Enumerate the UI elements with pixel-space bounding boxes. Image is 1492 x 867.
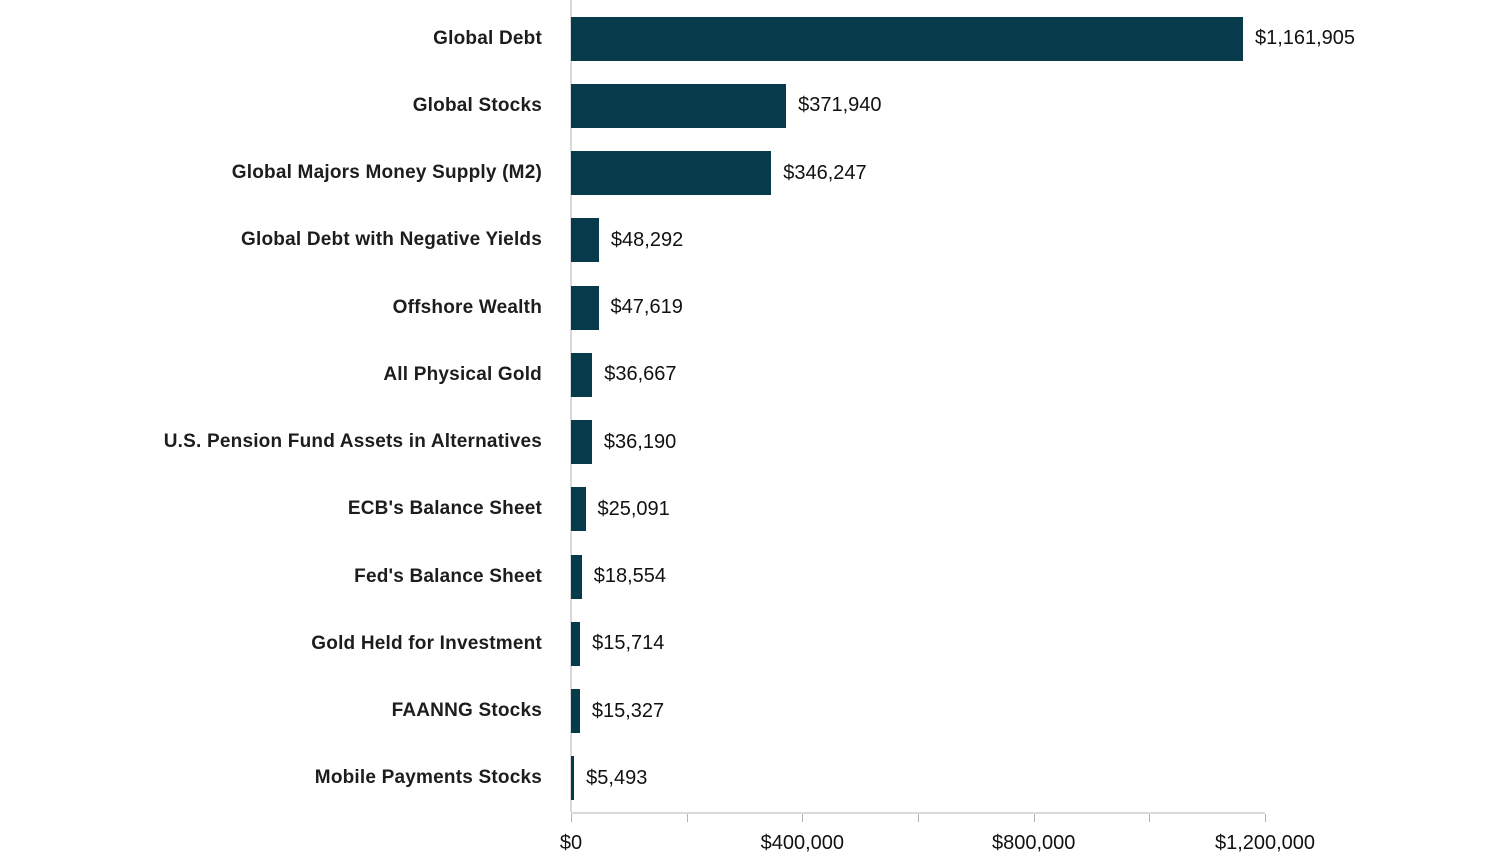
chart-row: U.S. Pension Fund Assets in Alternatives… — [0, 409, 1492, 476]
category-label: U.S. Pension Fund Assets in Alternatives — [163, 431, 542, 453]
y-axis-line — [570, 0, 572, 812]
category-label: All Physical Gold — [383, 363, 542, 385]
x-axis-tick — [686, 814, 688, 822]
chart-row: Fed's Balance Sheet $18,554 — [0, 543, 1492, 610]
bar — [571, 689, 580, 734]
x-axis-tick-label: $0 — [559, 832, 583, 854]
bar — [571, 420, 592, 465]
bar-area: $5,493 — [571, 745, 1492, 812]
bar-value-label: $36,190 — [603, 430, 677, 453]
bar-value-label: $5,493 — [586, 766, 648, 789]
bar-area: $25,091 — [571, 476, 1492, 543]
chart-row: Global Debt $1,161,905 — [0, 5, 1492, 72]
category-label: Global Debt — [433, 27, 542, 49]
bar-value-label: $15,327 — [591, 699, 665, 722]
bar-area: $47,619 — [571, 274, 1492, 341]
bar-value-label: $371,940 — [798, 94, 882, 117]
chart-row: Mobile Payments Stocks $5,493 — [0, 745, 1492, 812]
bar-value-label: $48,292 — [610, 228, 684, 251]
chart-row: Offshore Wealth $47,619 — [0, 274, 1492, 341]
chart-row: Global Stocks $371,940 — [0, 72, 1492, 139]
bar-value-label: $47,619 — [610, 296, 683, 319]
bar-area: $371,940 — [571, 72, 1492, 139]
x-axis-tick — [918, 814, 919, 822]
category-label: FAANNG Stocks — [391, 700, 542, 722]
bar — [571, 756, 575, 801]
category-label: Fed's Balance Sheet — [354, 565, 542, 587]
bar — [571, 151, 772, 196]
category-label: Gold Held for Investment — [311, 632, 542, 654]
bar-value-label: $1,161,905 — [1254, 27, 1356, 50]
x-axis-tick — [802, 814, 804, 822]
bar-area: $48,292 — [571, 207, 1492, 274]
x-axis-tick-label: $800,000 — [991, 832, 1076, 854]
bar-value-label: $36,667 — [604, 363, 677, 386]
chart-row: Gold Held for Investment $15,714 — [0, 610, 1492, 677]
bar-value-label: $15,714 — [592, 632, 665, 655]
x-axis: $0 $400,000 $800,000 $1,200,000 — [560, 812, 1315, 867]
chart-rows: Global Debt $1,161,905 Global Stocks $371,9… — [0, 5, 1492, 812]
bar-value-label: $18,554 — [593, 565, 667, 588]
bar-area: $346,247 — [571, 140, 1492, 207]
x-axis-tick — [1265, 814, 1266, 822]
bar-area: $1,161,905 — [571, 5, 1492, 72]
x-axis-tick-label: $1,200,000 — [1214, 832, 1316, 854]
bar-value-label: $25,091 — [597, 497, 670, 520]
chart-row: FAANNG Stocks $15,327 — [0, 678, 1492, 745]
bar-area: $15,714 — [571, 610, 1492, 677]
x-axis-tick — [1149, 814, 1151, 822]
category-label: Mobile Payments Stocks — [314, 767, 542, 789]
bar-area: $18,554 — [571, 543, 1492, 610]
bar-area: $36,190 — [571, 409, 1492, 476]
bar — [571, 83, 787, 128]
bar — [571, 554, 582, 599]
bar — [571, 487, 586, 532]
chart-row: All Physical Gold $36,667 — [0, 341, 1492, 408]
bar — [571, 352, 593, 397]
bar — [571, 16, 1243, 61]
x-axis-tick — [1033, 814, 1035, 822]
chart-row: Global Debt with Negative Yields $48,292 — [0, 207, 1492, 274]
bar — [571, 218, 599, 263]
category-label: Global Debt with Negative Yields — [241, 229, 542, 251]
category-label: Offshore Wealth — [392, 296, 542, 318]
chart-row: Global Majors Money Supply (M2) $346,247 — [0, 140, 1492, 207]
x-axis-tick — [571, 814, 572, 822]
bar — [571, 285, 599, 330]
category-label: ECB's Balance Sheet — [347, 498, 542, 520]
x-axis-tick-label: $400,000 — [760, 832, 845, 854]
bar-area: $15,327 — [571, 678, 1492, 745]
category-label: Global Majors Money Supply (M2) — [231, 162, 542, 184]
bar-area: $36,667 — [571, 341, 1492, 408]
category-label: Global Stocks — [412, 94, 542, 116]
bar — [571, 621, 581, 666]
chart-row: ECB's Balance Sheet $25,091 — [0, 476, 1492, 543]
bar-value-label: $346,247 — [783, 161, 867, 184]
